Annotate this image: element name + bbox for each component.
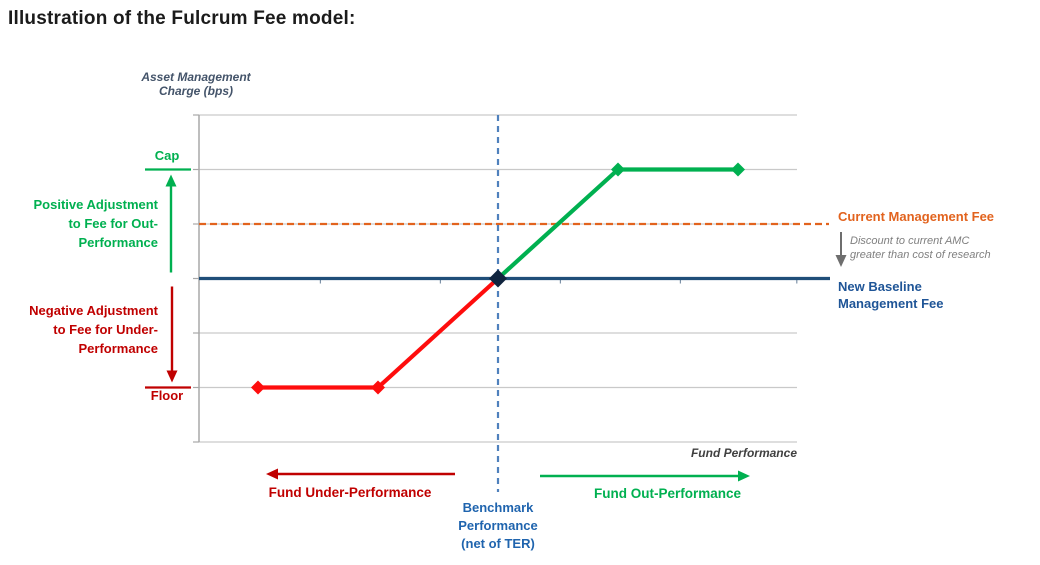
y-axis-label: Asset Management Charge (bps) <box>116 70 276 98</box>
cap-label: Cap <box>154 148 180 163</box>
floor-label: Floor <box>150 388 184 403</box>
fund-under-performance-label: Fund Under-Performance <box>268 485 432 500</box>
positive-adjustment-arrow-head <box>165 174 177 187</box>
data-point-marker <box>371 380 385 395</box>
negative-adjustment-label: Negative Adjustment to Fee for Under- Pe… <box>29 303 158 356</box>
benchmark-performance-label: Benchmark Performance (net of TER) <box>458 500 538 551</box>
current-management-fee-label: Current Management Fee <box>838 209 995 224</box>
page-title: Illustration of the Fulcrum Fee model: <box>8 8 356 29</box>
y-axis-label-line1: Asset Management <box>141 70 251 84</box>
y-axis-label-line2: Charge (bps) <box>158 84 233 98</box>
x-axis-label: Fund Performance <box>690 446 797 460</box>
fund-out-performance-label: Fund Out-Performance <box>593 486 741 501</box>
discount-arrow-head <box>835 255 847 267</box>
out-performance-arrow-head <box>738 470 750 482</box>
discount-note: Discount to current AMC greater than cos… <box>850 235 991 261</box>
positive-adjustment-label: Positive Adjustment to Fee for Out- Perf… <box>33 197 158 250</box>
negative-adjustment-arrow-head <box>166 370 178 383</box>
new-baseline-fee-label: New Baseline Management Fee <box>838 279 944 311</box>
under-performance-arrow-head <box>266 468 278 480</box>
data-point-marker <box>731 162 745 177</box>
fulcrum-point-marker <box>489 269 507 288</box>
data-point-marker <box>251 380 265 395</box>
data-point-marker <box>611 162 625 177</box>
